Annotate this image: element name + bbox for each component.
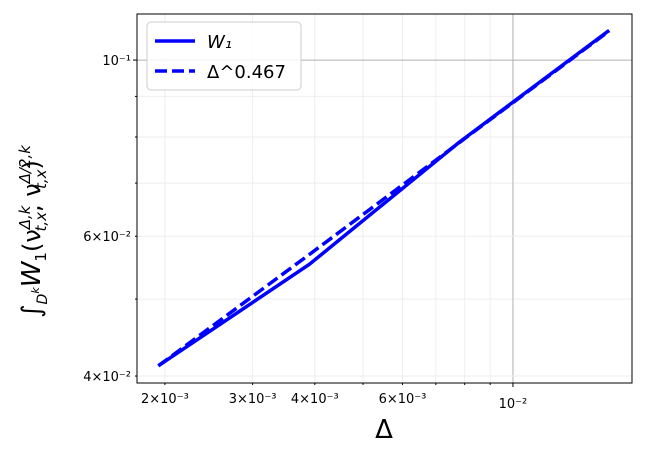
y-axis-label-part: D [35, 293, 51, 304]
x-tick-label: 2×10⁻³ [141, 392, 189, 407]
y-axis-label-part: ∫ [17, 304, 47, 318]
y-axis-label-part: W [17, 260, 47, 287]
x-axis-label: Δ [375, 415, 393, 445]
y-axis-label-part: ) [18, 160, 46, 169]
x-tick-label: 6×10⁻³ [379, 392, 427, 407]
x-tick-label: 4×10⁻³ [291, 392, 339, 407]
line [157, 29, 611, 368]
y-axis-label-part: Δ/2,k [16, 144, 34, 185]
y-axis-label-part: (ν [18, 229, 46, 252]
y-tick-label: 10⁻¹ [102, 54, 131, 69]
y-axis-label-group: ∫DkW1(νΔ,kt,x, νΔ/2,kt,x) [16, 144, 51, 318]
y-axis-label-part: t,x [32, 212, 50, 232]
legend-label: W₁ [207, 32, 232, 53]
legend-box [146, 21, 302, 91]
y-tick-label: 6×10⁻² [83, 230, 131, 245]
legend-label: Δ^0.467 [207, 62, 286, 83]
y-axis-label-part: k [29, 287, 42, 294]
x-tick-label: 10⁻² [499, 397, 528, 412]
plot-frame [136, 13, 633, 384]
y-axis-label: ∫DkW1(νΔ,kt,x, νΔ/2,kt,x) [16, 144, 51, 318]
y-axis-label-part: Δ,k [16, 204, 34, 230]
x-tick-label: 3×10⁻³ [229, 392, 277, 407]
y-tick-label: 4×10⁻² [83, 370, 131, 385]
y-axis-label-part: 1 [32, 252, 50, 262]
y-axis-label-part: t,x [32, 169, 50, 189]
y-axis-label-part: , ν [18, 183, 46, 212]
